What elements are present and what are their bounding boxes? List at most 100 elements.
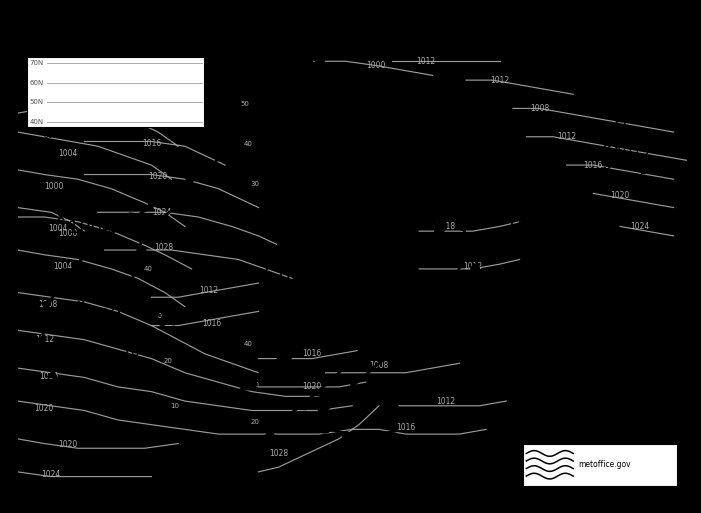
Text: 1020: 1020: [34, 404, 54, 412]
Text: 1008: 1008: [38, 300, 57, 309]
Polygon shape: [374, 293, 383, 301]
Text: L: L: [489, 99, 500, 117]
Text: 998: 998: [355, 118, 390, 136]
Polygon shape: [425, 308, 435, 315]
Polygon shape: [62, 387, 72, 394]
Text: 1004: 1004: [58, 149, 77, 158]
Text: 1028: 1028: [154, 243, 173, 252]
Polygon shape: [365, 309, 375, 317]
Polygon shape: [137, 298, 147, 305]
Polygon shape: [468, 301, 478, 312]
Polygon shape: [454, 259, 463, 267]
Text: 50: 50: [240, 101, 250, 107]
Polygon shape: [341, 432, 355, 438]
Polygon shape: [218, 150, 228, 157]
Polygon shape: [207, 343, 218, 350]
Polygon shape: [308, 150, 320, 155]
Text: H: H: [275, 236, 291, 256]
Polygon shape: [129, 213, 139, 220]
Polygon shape: [364, 94, 376, 104]
Polygon shape: [296, 338, 311, 348]
Text: 15: 15: [70, 48, 80, 56]
Polygon shape: [48, 371, 57, 379]
Text: 1005: 1005: [613, 172, 648, 186]
Text: 30: 30: [251, 382, 259, 387]
Polygon shape: [149, 201, 158, 208]
Polygon shape: [402, 133, 416, 144]
Polygon shape: [329, 332, 340, 340]
Text: L: L: [402, 276, 412, 294]
Polygon shape: [168, 189, 177, 196]
Polygon shape: [36, 336, 44, 344]
Text: 1031: 1031: [232, 80, 278, 98]
Text: 80: 80: [43, 131, 53, 140]
Text: 1008: 1008: [369, 361, 388, 370]
Text: 30: 30: [154, 313, 163, 319]
Text: 1016: 1016: [202, 319, 222, 328]
Text: 1012: 1012: [75, 109, 94, 117]
Text: 1024: 1024: [41, 470, 60, 479]
Text: 1012: 1012: [199, 286, 218, 294]
Polygon shape: [353, 298, 368, 308]
Text: 1005: 1005: [489, 130, 528, 145]
Text: 1026: 1026: [275, 269, 321, 287]
Polygon shape: [36, 318, 44, 326]
Text: L: L: [540, 380, 550, 398]
Polygon shape: [297, 46, 308, 55]
Polygon shape: [366, 433, 381, 439]
Polygon shape: [381, 352, 391, 359]
Polygon shape: [447, 276, 456, 284]
Polygon shape: [457, 241, 465, 249]
Polygon shape: [442, 203, 451, 214]
Polygon shape: [329, 72, 341, 81]
Text: H: H: [613, 115, 627, 133]
Polygon shape: [344, 360, 354, 367]
Polygon shape: [372, 285, 387, 295]
Polygon shape: [132, 262, 142, 270]
Polygon shape: [350, 83, 359, 89]
Text: H: H: [536, 271, 550, 289]
Text: 1016: 1016: [584, 161, 603, 170]
Polygon shape: [315, 324, 329, 335]
Text: 1008: 1008: [402, 307, 441, 322]
Text: 1000: 1000: [45, 182, 64, 191]
Polygon shape: [93, 240, 104, 246]
Bar: [523, 444, 677, 486]
Polygon shape: [232, 135, 242, 143]
Text: in kt for 4.0 hPa intervals: in kt for 4.0 hPa intervals: [59, 45, 172, 54]
Text: 40: 40: [244, 342, 253, 347]
Polygon shape: [472, 283, 481, 294]
Polygon shape: [359, 345, 369, 352]
Polygon shape: [330, 144, 345, 150]
Polygon shape: [259, 365, 274, 376]
Text: 1012: 1012: [557, 132, 576, 141]
Polygon shape: [252, 445, 261, 452]
Text: 1018: 1018: [437, 222, 456, 231]
Polygon shape: [390, 270, 405, 281]
Text: 1004: 1004: [353, 203, 397, 221]
Polygon shape: [317, 425, 331, 433]
Text: 1012: 1012: [437, 397, 456, 406]
Text: metoffice.gov: metoffice.gov: [578, 460, 630, 469]
Text: L: L: [68, 187, 79, 207]
Text: 1000: 1000: [366, 62, 386, 70]
Text: 1013: 1013: [536, 302, 575, 317]
Polygon shape: [282, 345, 294, 352]
Text: H: H: [232, 47, 247, 67]
Polygon shape: [176, 202, 186, 209]
Polygon shape: [328, 78, 343, 89]
Polygon shape: [315, 60, 325, 66]
Polygon shape: [365, 106, 379, 116]
Polygon shape: [275, 33, 285, 41]
Polygon shape: [329, 375, 339, 382]
Text: in kt for 4.0 hPa intervals: in kt for 4.0 hPa intervals: [59, 45, 172, 54]
Text: 1024: 1024: [152, 208, 171, 217]
Polygon shape: [456, 223, 465, 231]
Text: L: L: [353, 170, 364, 190]
Polygon shape: [379, 311, 388, 320]
Polygon shape: [243, 379, 257, 390]
Text: 50N: 50N: [29, 99, 43, 105]
Polygon shape: [244, 120, 254, 127]
Polygon shape: [350, 322, 360, 329]
Polygon shape: [280, 416, 290, 423]
